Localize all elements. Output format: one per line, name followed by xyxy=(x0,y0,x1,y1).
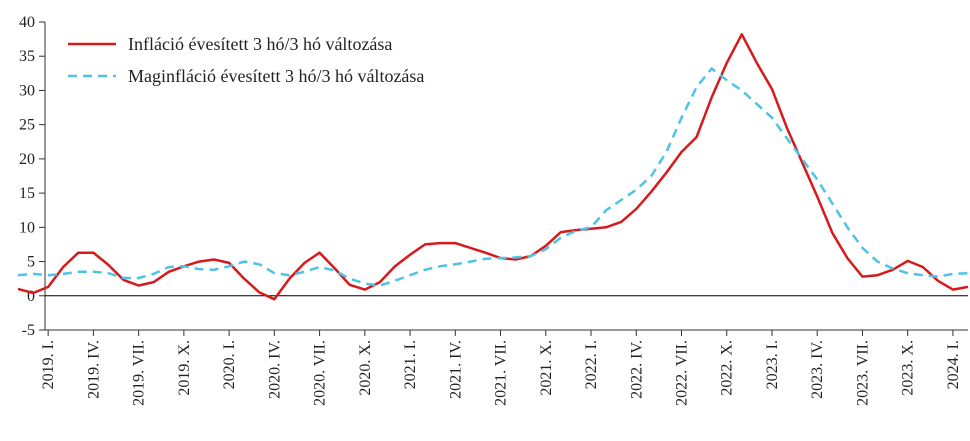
x-tick-label: 2020. IV. xyxy=(266,340,283,399)
x-tick-label: 2019. I. xyxy=(40,340,57,389)
x-tick-label: 2022. X. xyxy=(719,340,736,396)
x-tick-label: 2022. IV. xyxy=(628,340,645,399)
x-tick-label: 2023. VII. xyxy=(854,340,871,406)
y-tick-label: -5 xyxy=(22,322,35,339)
x-tick-label: 2020. I. xyxy=(221,340,238,389)
x-tick-label: 2021. VII. xyxy=(493,340,510,406)
y-tick-label: 35 xyxy=(19,48,35,65)
legend-label: Infláció évesített 3 hó/3 hó változása xyxy=(128,34,392,54)
y-tick-label: 0 xyxy=(27,288,35,305)
y-tick-label: 15 xyxy=(19,185,35,202)
x-tick-label: 2021. X. xyxy=(538,340,555,396)
y-tick-label: 25 xyxy=(19,117,35,134)
y-tick-label: 5 xyxy=(27,254,35,271)
x-tick-label: 2024. I. xyxy=(945,340,962,389)
x-tick-label: 2023. I. xyxy=(764,340,781,389)
x-tick-label: 2019. VII. xyxy=(131,340,148,406)
x-tick-label: 2022. I. xyxy=(583,340,600,389)
x-tick-label: 2023. X. xyxy=(900,340,917,396)
x-tick-label: 2020. VII. xyxy=(312,340,329,406)
x-tick-label: 2021. I. xyxy=(402,340,419,389)
y-tick-label: 30 xyxy=(19,82,35,99)
series-line xyxy=(17,33,969,301)
x-tick-label: 2019. IV. xyxy=(85,340,102,399)
x-tick-label: 2019. X. xyxy=(176,340,193,396)
y-tick-label: 40 xyxy=(19,14,35,31)
x-tick-label: 2022. VII. xyxy=(673,340,690,406)
x-tick-label: 2021. IV. xyxy=(447,340,464,399)
y-tick-label: 10 xyxy=(19,219,35,236)
series-line xyxy=(17,67,969,287)
x-tick-label: 2020. X. xyxy=(357,340,374,396)
y-tick-label: 20 xyxy=(19,151,35,168)
legend-label: Maginfláció évesített 3 hó/3 hó változás… xyxy=(128,66,424,86)
x-tick-label: 2023. IV. xyxy=(809,340,826,399)
